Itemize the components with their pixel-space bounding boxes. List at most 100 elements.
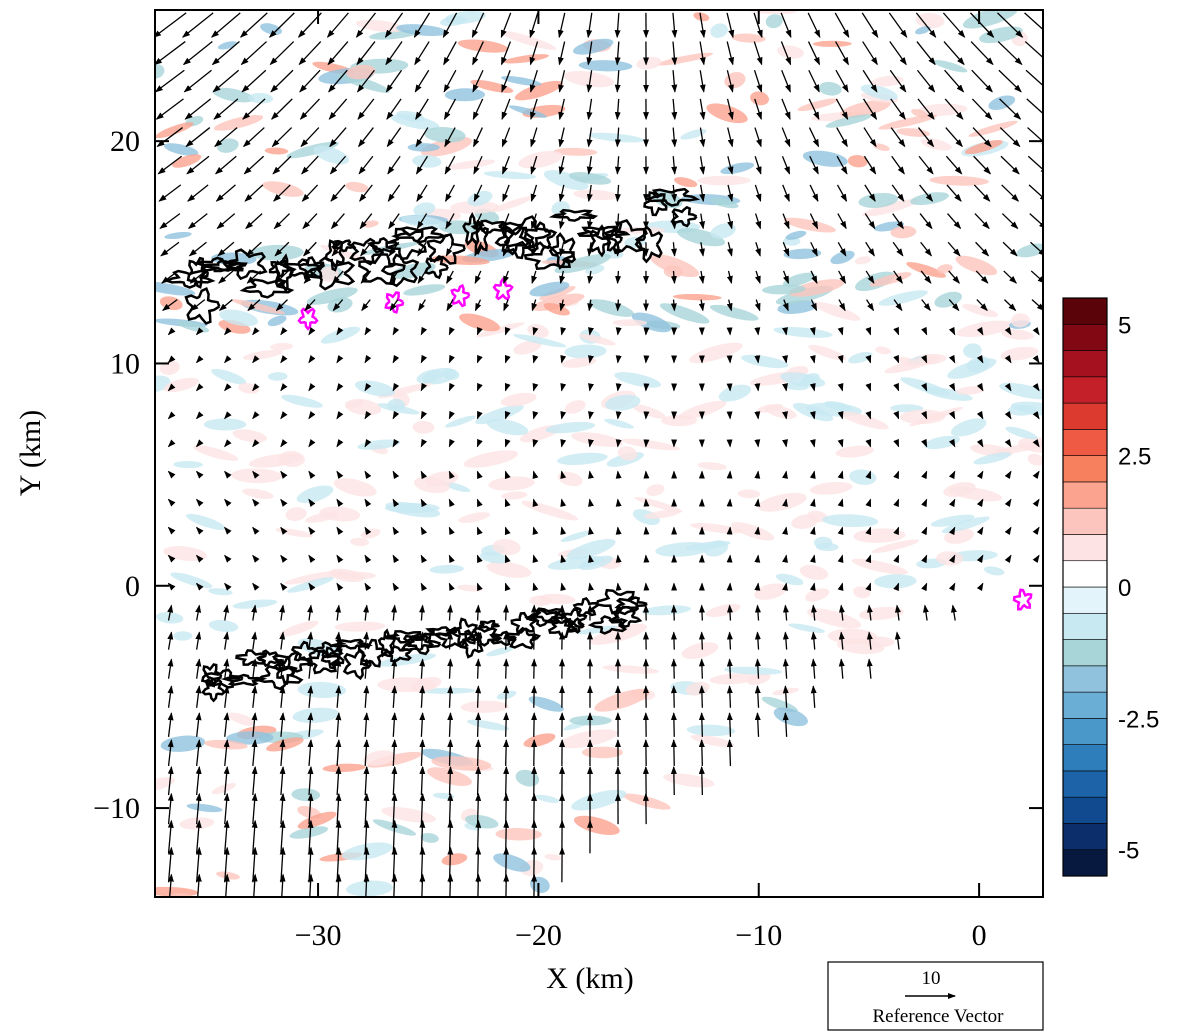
- wind-vector: [167, 327, 176, 336]
- wind-vector: [782, 526, 788, 535]
- wind-vector: [195, 526, 204, 535]
- wind-vector: [307, 873, 314, 897]
- shading-blob: [333, 478, 377, 497]
- shading-blob: [381, 806, 437, 823]
- wind-vector: [809, 155, 819, 175]
- shading-blob: [818, 81, 842, 96]
- wind-vector: [389, 299, 399, 312]
- wind-vector: [195, 604, 202, 621]
- shading-blob: [217, 41, 238, 50]
- wind-vector: [782, 411, 788, 420]
- shading-blob: [264, 147, 289, 155]
- contour: [391, 226, 449, 244]
- shading-blob: [871, 539, 920, 553]
- wind-vector: [252, 355, 260, 364]
- wind-vector: [384, 12, 404, 38]
- wind-vector: [167, 470, 176, 479]
- shading-blob: [376, 403, 420, 415]
- wind-vector: [614, 41, 621, 66]
- wind-vector: [999, 127, 1021, 148]
- wind-vector: [336, 383, 344, 392]
- wind-vector: [836, 155, 848, 175]
- wind-vector: [251, 658, 258, 679]
- wind-vector: [280, 470, 288, 479]
- colorbar-swatch: [1062, 402, 1108, 430]
- wind-vector: [273, 184, 291, 202]
- wind-vector: [387, 184, 401, 202]
- wind-vector: [162, 299, 178, 312]
- contour: [644, 187, 701, 207]
- wind-vector: [754, 631, 761, 650]
- wind-vector: [559, 242, 565, 257]
- wind-vector: [976, 526, 984, 536]
- shading-blob: [500, 392, 537, 407]
- wind-vector: [893, 354, 900, 364]
- wind-vector: [503, 792, 510, 825]
- wind-vector: [504, 326, 511, 336]
- wind-vector: [615, 299, 622, 312]
- shading-blob: [521, 500, 579, 521]
- wind-vector: [443, 98, 457, 120]
- shading-blob: [560, 530, 593, 542]
- wind-vector: [251, 604, 258, 621]
- wind-vector: [448, 382, 455, 392]
- shading-blob: [443, 481, 471, 493]
- wind-vector: [809, 470, 816, 480]
- wind-vector: [279, 712, 286, 737]
- shading-blob: [568, 172, 612, 185]
- wind-vector: [890, 98, 906, 120]
- shading-blob: [853, 586, 871, 599]
- colorbar-swatch: [1062, 534, 1108, 562]
- shading-blob: [412, 420, 435, 434]
- field: [155, 10, 1043, 897]
- wind-vector: [727, 213, 734, 230]
- wind-vector: [614, 70, 621, 93]
- wind-vector: [307, 792, 314, 825]
- shading-blob: [486, 646, 514, 657]
- wind-vector: [195, 658, 202, 679]
- colorbar-swatch: [1062, 612, 1108, 640]
- wind-vector: [476, 470, 483, 480]
- wind-vector: [475, 631, 482, 650]
- wind-vector: [167, 658, 174, 679]
- wind-vector: [837, 498, 844, 508]
- wind-vector: [476, 526, 483, 536]
- shading-blob: [851, 558, 909, 575]
- shading-blob: [186, 513, 226, 530]
- wind-vector: [920, 241, 932, 257]
- wind-vector: [948, 354, 956, 364]
- wind-vector: [835, 69, 849, 93]
- wind-vector: [502, 213, 510, 230]
- wind-vector: [224, 582, 232, 591]
- wind-vector: [670, 270, 677, 285]
- wind-vector: [588, 526, 594, 535]
- wind-vector: [273, 213, 291, 230]
- wind-vector: [698, 631, 705, 650]
- wind-vector: [364, 526, 372, 536]
- y-tick-label: 20: [110, 125, 140, 158]
- wind-vector: [444, 127, 456, 148]
- shading-blob: [641, 605, 692, 616]
- wind-vector: [271, 127, 293, 148]
- wind-vector: [999, 98, 1022, 120]
- shading-blob: [208, 619, 239, 633]
- wind-vector: [391, 658, 398, 679]
- shading-blob: [900, 377, 950, 396]
- contour: [186, 256, 210, 289]
- wind-vector: [391, 873, 398, 897]
- shading-blob: [929, 175, 989, 186]
- shading-blob: [930, 514, 975, 527]
- wind-vector: [1032, 554, 1040, 563]
- wind-vector: [473, 184, 483, 202]
- wind-vector: [863, 127, 877, 148]
- wind-vector: [279, 658, 286, 679]
- wind-vector: [976, 582, 984, 592]
- wind-vector: [614, 213, 621, 230]
- wind-vector: [586, 41, 593, 66]
- wind-vector: [838, 631, 845, 650]
- wind-vector: [242, 127, 265, 148]
- wind-vector: [442, 12, 458, 38]
- wind-vector: [974, 213, 990, 230]
- wind-vector: [335, 631, 342, 650]
- wind-vector: [335, 712, 342, 737]
